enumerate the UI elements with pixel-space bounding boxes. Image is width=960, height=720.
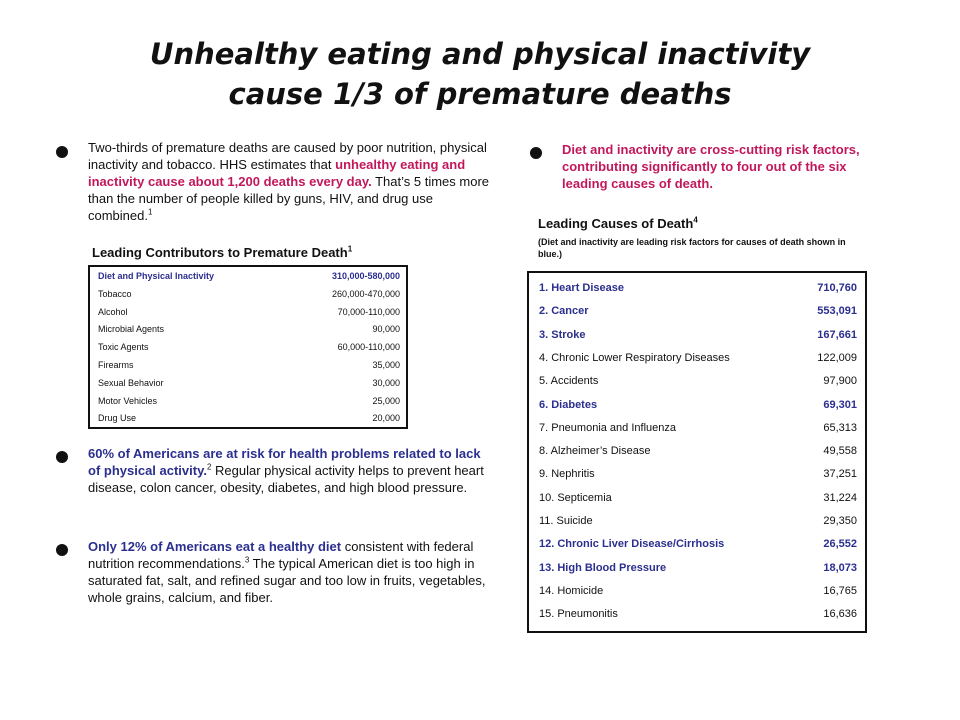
cause-row: 1. Heart Disease 710,760 <box>529 277 865 300</box>
cause-label: 4. Chronic Lower Respiratory Diseases <box>539 351 730 364</box>
contributor-value: 30,000 <box>372 377 400 388</box>
cause-label: 10. Septicemia <box>539 491 612 504</box>
bullet-icon <box>530 147 542 159</box>
bullet-icon <box>56 544 68 556</box>
causes-table: 1. Heart Disease 710,760 2. Cancer 553,091 3… <box>527 271 867 633</box>
cause-label: 5. Accidents <box>539 375 599 388</box>
title-line-1: Unhealthy eating and physical inactivity <box>149 37 811 71</box>
contributor-label: Tobacco <box>98 288 132 299</box>
cause-value: 31,224 <box>823 491 857 504</box>
intro-text-a: Two-thirds of premature deaths are cause… <box>88 140 487 172</box>
contributor-label: Diet and Physical Inactivity <box>98 271 215 281</box>
contributor-label: Microbial Agents <box>98 324 165 335</box>
contributor-value: 310,000-580,000 <box>331 271 400 281</box>
cause-value: 710,760 <box>817 282 857 294</box>
contributor-value: 35,000 <box>372 360 400 370</box>
cause-value: 49,558 <box>823 445 857 458</box>
contributor-row: Drug Use 20,000 <box>90 409 406 428</box>
cause-row: 14. Homicide 16,765 <box>529 580 865 603</box>
cause-value: 16,636 <box>823 608 857 621</box>
contributor-value: 70,000-110,000 <box>337 306 400 317</box>
cause-value: 97,900 <box>823 375 857 388</box>
contributor-label: Toxic Agents <box>98 342 149 353</box>
cause-label: 7. Pneumonia and Influenza <box>539 421 676 434</box>
contributor-value: 90,000 <box>372 324 400 335</box>
cause-row: 2. Cancer 553,091 <box>529 300 865 323</box>
contributor-value: 25,000 <box>372 395 400 406</box>
cause-value: 26,552 <box>823 538 857 551</box>
cause-row: 9. Nephritis 37,251 <box>529 463 865 486</box>
causes-table-title: Leading Causes of Death4 <box>538 215 698 231</box>
cause-value: 16,765 <box>823 584 857 597</box>
cause-label: 12. Chronic Liver Disease/Cirrhosis <box>539 538 725 551</box>
contributor-value: 20,000 <box>372 413 400 424</box>
cause-row: 8. Alzheimer’s Disease 49,558 <box>529 440 865 463</box>
cause-value: 122,009 <box>817 351 857 364</box>
cause-row: 12. Chronic Liver Disease/Cirrhosis 26,55… <box>529 533 865 556</box>
contributor-row: Microbial Agents 90,000 <box>90 320 406 339</box>
activity-text-b: Regular physical activity helps to preve… <box>88 463 484 495</box>
cause-label: 1. Heart Disease <box>539 282 624 294</box>
cause-label: 13. High Blood Pressure <box>539 561 667 574</box>
footnote-ref: 1 <box>147 207 153 217</box>
cause-label: 9. Nephritis <box>539 468 595 481</box>
diet-text-c: The typical American diet is too high in… <box>88 556 486 605</box>
cause-label: 3. Stroke <box>539 328 586 341</box>
intro-text-c: That’s 5 times more than the number of p… <box>88 174 490 223</box>
intro-paragraph: Two-thirds of premature deaths are cause… <box>88 139 496 224</box>
cause-label: 14. Homicide <box>539 584 604 597</box>
contributor-label: Sexual Behavior <box>98 377 164 388</box>
activity-text-highlight: 60% of Americans are at risk for health … <box>88 446 481 478</box>
diet-paragraph: Only 12% of Americans eat a healthy diet… <box>88 538 496 606</box>
bullet-icon <box>56 451 68 463</box>
slide-title: Unhealthy eating and physical inactivity… <box>0 34 960 114</box>
footnote-ref: 3 <box>244 555 250 565</box>
cause-label: 6. Diabetes <box>539 398 598 411</box>
cause-value: 29,350 <box>823 515 857 527</box>
contributor-value: 260,000-470,000 <box>331 288 400 299</box>
contributor-row: Diet and Physical Inactivity 310,000-580,… <box>90 267 406 286</box>
contributors-table: Diet and Physical Inactivity 310,000-580,… <box>88 265 408 429</box>
activity-paragraph: 60% of Americans are at risk for health … <box>88 445 496 496</box>
cause-value: 65,313 <box>823 421 857 434</box>
contributor-row: Toxic Agents 60,000-110,000 <box>90 338 406 357</box>
cause-value: 37,251 <box>823 468 857 481</box>
cause-row: 10. Septicemia 31,224 <box>529 487 865 510</box>
crosscutting-paragraph: Diet and inactivity are cross-cutting ri… <box>562 142 860 191</box>
contributor-row: Firearms 35,000 <box>90 356 406 375</box>
contributor-row: Motor Vehicles 25,000 <box>90 392 406 411</box>
cause-label: 2. Cancer <box>539 305 589 318</box>
cause-label: 15. Pneumonitis <box>539 608 618 621</box>
cause-row: 11. Suicide 29,350 <box>529 510 865 533</box>
cause-value: 167,661 <box>817 328 857 341</box>
cause-label: 8. Alzheimer’s Disease <box>539 445 651 458</box>
cause-row: 13. High Blood Pressure 18,073 <box>529 557 865 580</box>
intro-text-highlight: unhealthy eating and inactivity cause ab… <box>88 157 466 189</box>
cause-row: 7. Pneumonia and Influenza 65,313 <box>529 417 865 440</box>
cause-value: 553,091 <box>817 305 857 318</box>
contributor-row: Sexual Behavior 30,000 <box>90 374 406 393</box>
cause-value: 69,301 <box>823 398 857 411</box>
diet-text-b: consistent with federal nutrition recomm… <box>88 539 474 571</box>
causes-table-subtitle: (Diet and inactivity are leading risk fa… <box>538 237 846 259</box>
cause-row: 5. Accidents 97,900 <box>529 370 865 393</box>
cause-row: 6. Diabetes 69,301 <box>529 394 865 417</box>
contributor-label: Motor Vehicles <box>98 395 158 406</box>
contributor-row: Alcohol 70,000-110,000 <box>90 303 406 322</box>
bullet-icon <box>56 146 68 158</box>
contributor-row: Tobacco 260,000-470,000 <box>90 285 406 304</box>
footnote-ref: 2 <box>206 462 212 472</box>
contributor-label: Firearms <box>98 360 134 370</box>
contributors-table-title: Leading Contributors to Premature Death1 <box>92 244 353 260</box>
diet-text-highlight: Only 12% of Americans eat a healthy diet <box>88 539 342 554</box>
cause-row: 15. Pneumonitis 16,636 <box>529 603 865 626</box>
title-line-2: cause 1/3 of premature deaths <box>228 77 732 111</box>
contributor-value: 60,000-110,000 <box>337 342 400 353</box>
cause-value: 18,073 <box>823 561 857 574</box>
contributor-label: Alcohol <box>98 306 128 317</box>
cause-row: 3. Stroke 167,661 <box>529 324 865 347</box>
contributor-label: Drug Use <box>98 413 137 424</box>
cause-row: 4. Chronic Lower Respiratory Diseases 122… <box>529 347 865 370</box>
cause-label: 11. Suicide <box>539 515 593 527</box>
